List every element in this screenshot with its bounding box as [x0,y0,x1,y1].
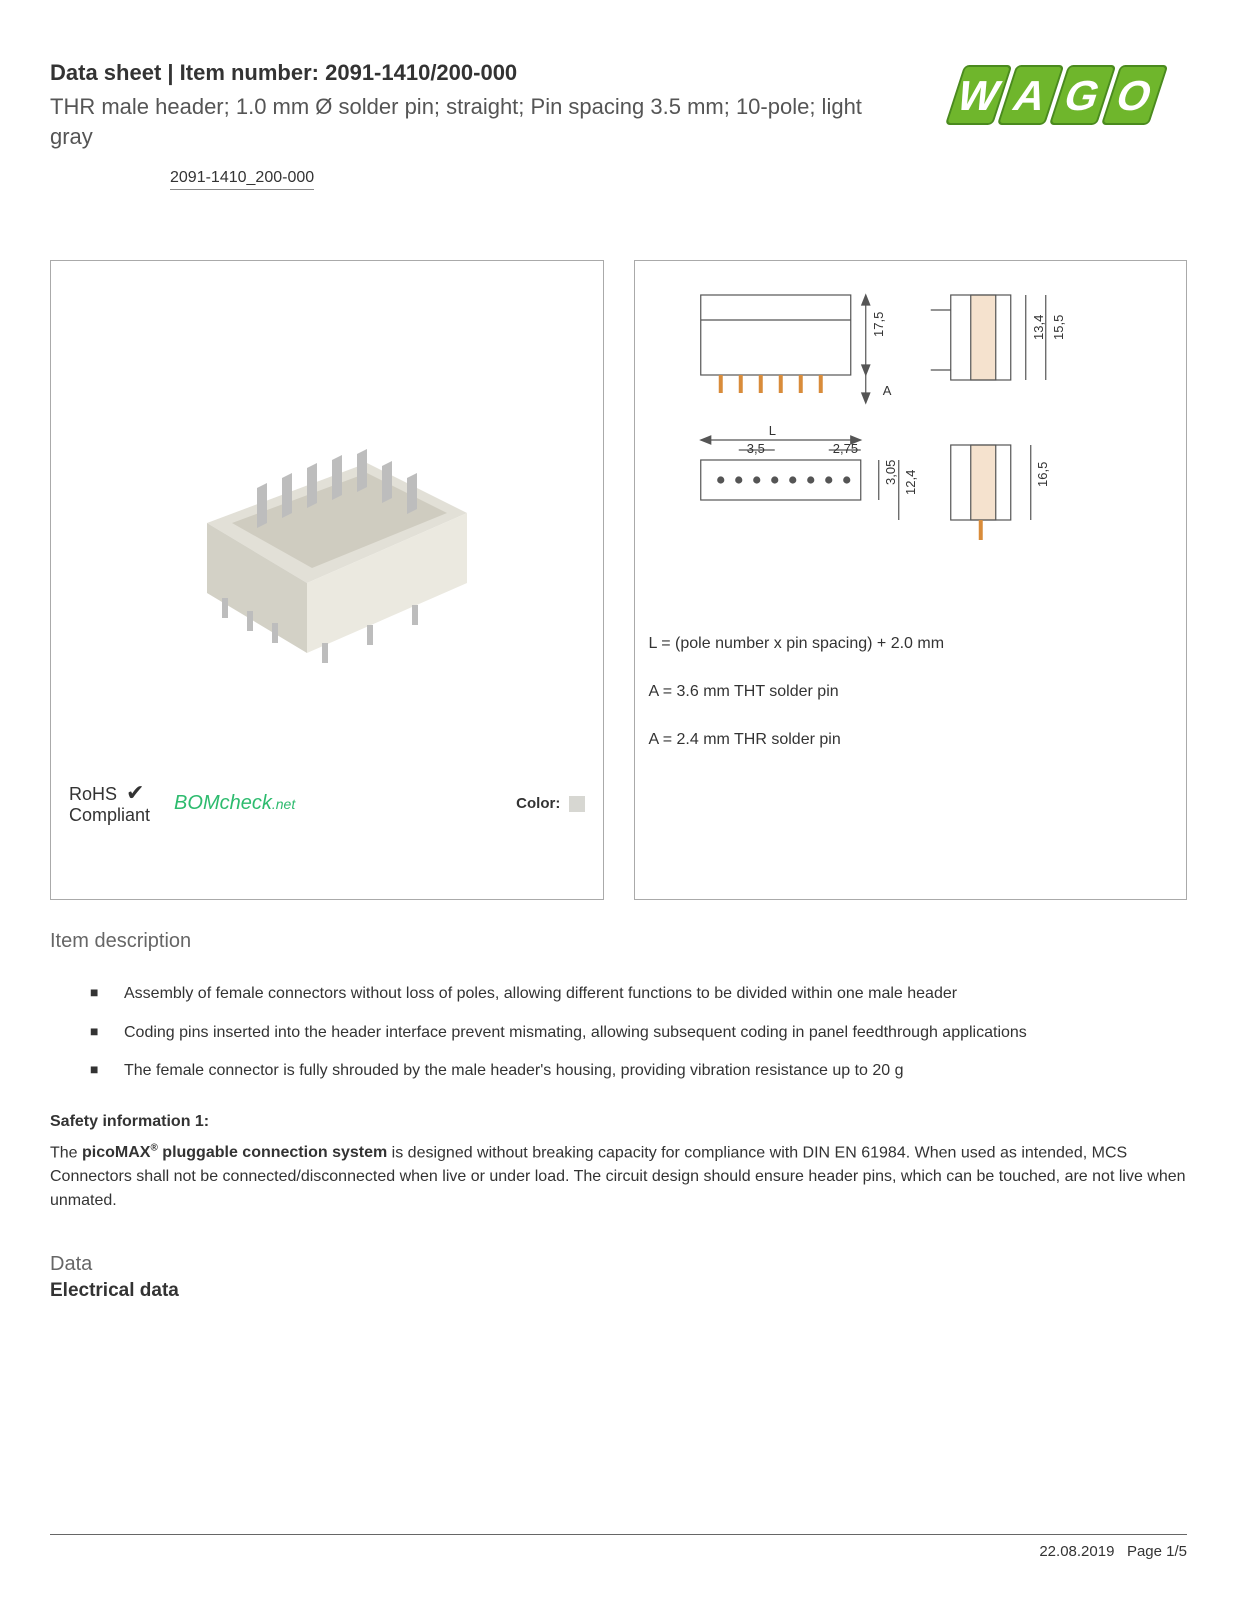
bullet-item: The female connector is fully shrouded b… [90,1060,1187,1082]
dim-L: L [768,423,775,438]
bomcheck-badge: BOMcheck.net [174,792,295,815]
dim-15-5: 15,5 [1050,315,1065,340]
footer-date: 22.08.2019 [1039,1543,1114,1560]
bomcheck-suffix: .net [272,796,295,812]
color-indicator: Color: [516,795,584,812]
datasheet-subtitle: THR male header; 1.0 mm Ø solder pin; st… [50,92,900,151]
safety-text: The picoMAX® pluggable connection system… [50,1141,1187,1213]
item-link[interactable]: 2091-1410_200-000 [170,169,314,190]
dim-13-4: 13,4 [1030,315,1045,340]
bullet-item: Assembly of female connectors without lo… [90,983,1187,1005]
bomcheck-main: BOMcheck [174,792,272,814]
formula-A1: A = 3.6 mm THT solder pin [649,683,1173,701]
dim-17-5: 17,5 [870,312,885,337]
datasheet-title: Data sheet | Item number: 2091-1410/200-… [50,60,900,86]
footer-page: Page 1/5 [1127,1543,1187,1560]
formula-A2: A = 2.4 mm THR solder pin [649,731,1173,749]
electrical-heading: Electrical data [50,1280,1187,1302]
safety-heading: Safety information 1: [50,1113,1187,1131]
rohs-badge: RoHS ✔ Compliant [69,781,150,825]
formula-L: L = (pole number x pin spacing) + 2.0 mm [649,635,1173,653]
check-icon: ✔ [126,780,144,805]
rohs-compliant: Compliant [69,805,150,825]
dim-3-5: 3,5 [746,441,764,456]
page-footer: 22.08.2019 Page 1/5 [50,1534,1187,1560]
brand-logo: W A G O [927,60,1187,135]
description-list: Assembly of female connectors without lo… [90,983,1187,1082]
data-heading: Data [50,1253,1187,1276]
picomax: picoMAX [82,1144,150,1161]
technical-drawing-panel: 17,5 A 13,4 15,5 L 3,5 2,75 3,05 12,4 16… [634,260,1188,900]
dim-12-4: 12,4 [902,470,917,495]
safety-bold2: pluggable connection system [158,1144,387,1161]
rohs-text: RoHS [69,784,117,804]
title-prefix: Data sheet | Item number: [50,60,325,85]
product-image-panel: RoHS ✔ Compliant BOMcheck.net Color: [50,260,604,900]
technical-drawing: 17,5 A 13,4 15,5 L 3,5 2,75 3,05 12,4 16… [649,275,1173,605]
dim-2-75: 2,75 [832,441,857,456]
bullet-item: Coding pins inserted into the header int… [90,1022,1187,1044]
reg-mark: ® [150,1143,157,1154]
item-description-heading: Item description [50,930,1187,953]
color-swatch [569,796,585,812]
color-label-text: Color: [516,795,560,812]
dim-3-05: 3,05 [882,460,897,485]
safety-pre: The [50,1144,82,1161]
safety-bold: picoMAX® pluggable connection system [82,1144,387,1161]
product-render [65,275,589,771]
item-number: 2091-1410/200-000 [325,60,517,85]
dim-A: A [882,383,891,398]
svg-text:W: W [951,73,1006,120]
dim-16-5: 16,5 [1034,462,1049,487]
